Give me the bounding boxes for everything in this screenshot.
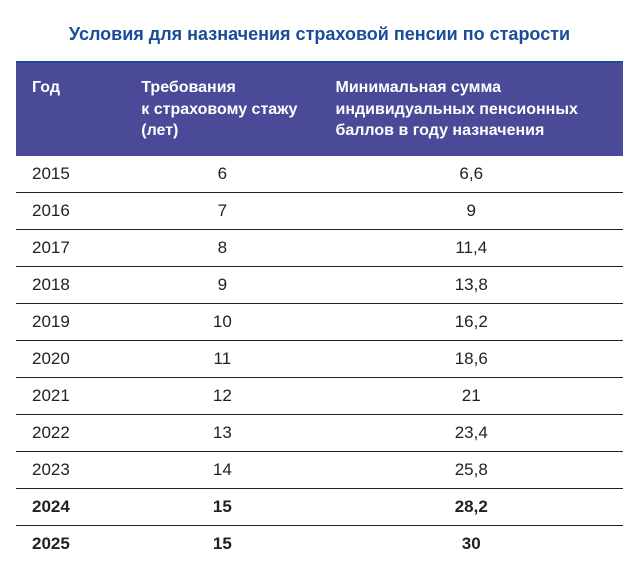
cell-req: 14 — [125, 451, 319, 488]
cell-year: 2017 — [16, 229, 125, 266]
cell-req: 6 — [125, 156, 319, 193]
table-header: Год Требования к страховому стажу (лет) … — [16, 63, 623, 156]
cell-year: 2024 — [16, 488, 125, 525]
cell-req: 9 — [125, 266, 319, 303]
col-min-header: Минимальная сумма индивидуальных пенсион… — [319, 63, 623, 156]
cell-year: 2023 — [16, 451, 125, 488]
cell-min: 9 — [319, 192, 623, 229]
cell-min: 30 — [319, 525, 623, 562]
table-row: 20251530 — [16, 525, 623, 562]
cell-min: 11,4 — [319, 229, 623, 266]
table-row: 20231425,8 — [16, 451, 623, 488]
cell-year: 2025 — [16, 525, 125, 562]
cell-req: 15 — [125, 525, 319, 562]
table-body: 201566,62016792017811,42018913,820191016… — [16, 156, 623, 562]
cell-min: 21 — [319, 377, 623, 414]
cell-req: 12 — [125, 377, 319, 414]
table-row: 20221323,4 — [16, 414, 623, 451]
cell-year: 2015 — [16, 156, 125, 193]
pension-table: Год Требования к страховому стажу (лет) … — [16, 63, 623, 562]
cell-min: 25,8 — [319, 451, 623, 488]
cell-min: 18,6 — [319, 340, 623, 377]
table-row: 201679 — [16, 192, 623, 229]
cell-year: 2016 — [16, 192, 125, 229]
cell-year: 2019 — [16, 303, 125, 340]
cell-min: 6,6 — [319, 156, 623, 193]
cell-req: 15 — [125, 488, 319, 525]
col-year-header: Год — [16, 63, 125, 156]
table-row: 20201118,6 — [16, 340, 623, 377]
table-row: 20211221 — [16, 377, 623, 414]
cell-req: 8 — [125, 229, 319, 266]
cell-min: 28,2 — [319, 488, 623, 525]
cell-year: 2021 — [16, 377, 125, 414]
cell-req: 10 — [125, 303, 319, 340]
col-req-header: Требования к страховому стажу (лет) — [125, 63, 319, 156]
cell-year: 2018 — [16, 266, 125, 303]
cell-min: 16,2 — [319, 303, 623, 340]
table-row: 2018913,8 — [16, 266, 623, 303]
cell-min: 23,4 — [319, 414, 623, 451]
cell-req: 13 — [125, 414, 319, 451]
cell-min: 13,8 — [319, 266, 623, 303]
page-title: Условия для назначения страховой пенсии … — [16, 16, 623, 63]
table-row: 201566,6 — [16, 156, 623, 193]
table-row: 20191016,2 — [16, 303, 623, 340]
cell-year: 2022 — [16, 414, 125, 451]
cell-req: 11 — [125, 340, 319, 377]
table-row: 2017811,4 — [16, 229, 623, 266]
cell-req: 7 — [125, 192, 319, 229]
table-row: 20241528,2 — [16, 488, 623, 525]
cell-year: 2020 — [16, 340, 125, 377]
